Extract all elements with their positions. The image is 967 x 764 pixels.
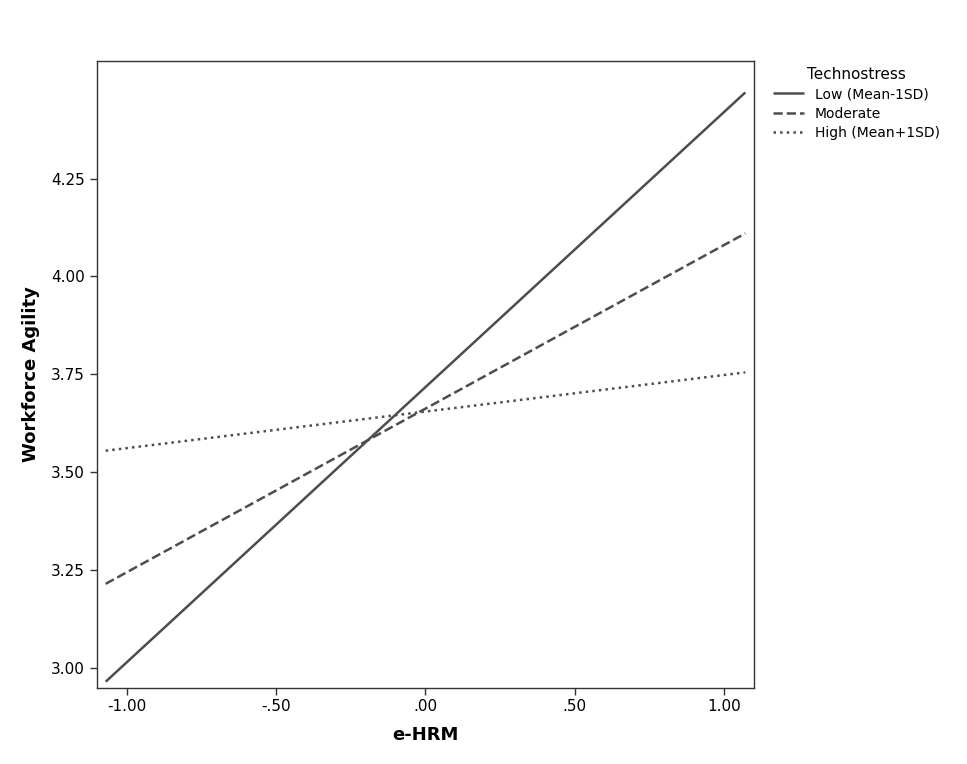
Y-axis label: Workforce Agility: Workforce Agility (22, 286, 40, 462)
X-axis label: e-HRM: e-HRM (393, 726, 458, 743)
Legend: Low (Mean-1SD), Moderate, High (Mean+1SD): Low (Mean-1SD), Moderate, High (Mean+1SD… (768, 61, 945, 146)
